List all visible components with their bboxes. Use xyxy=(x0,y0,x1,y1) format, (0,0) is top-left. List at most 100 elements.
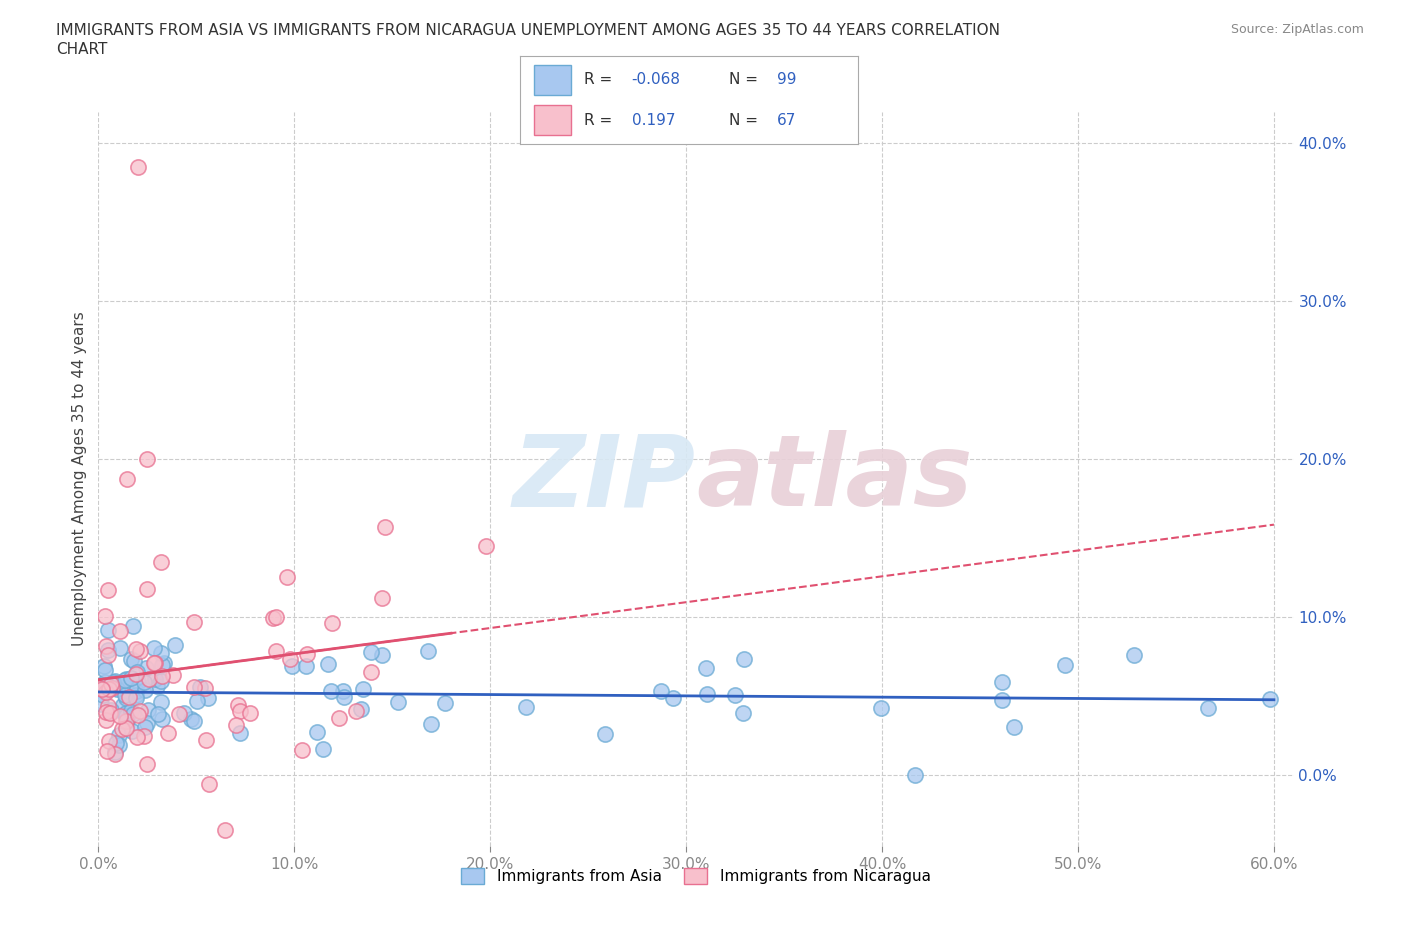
Point xyxy=(98,706,121,721)
Point xyxy=(115,721,138,736)
Point xyxy=(904,768,927,783)
Point xyxy=(96,638,118,653)
Point xyxy=(350,701,373,716)
Point xyxy=(118,689,141,704)
Point xyxy=(162,668,184,683)
Point xyxy=(870,701,893,716)
Text: Source: ZipAtlas.com: Source: ZipAtlas.com xyxy=(1230,23,1364,36)
Point xyxy=(515,700,537,715)
Point xyxy=(114,709,136,724)
Point xyxy=(124,687,146,702)
Point xyxy=(90,697,112,711)
Point xyxy=(108,737,131,752)
Point xyxy=(111,679,134,694)
Point xyxy=(124,654,146,669)
Point xyxy=(1053,658,1076,672)
Point xyxy=(115,472,138,486)
Point xyxy=(312,742,335,757)
Point xyxy=(115,706,138,721)
Point xyxy=(991,693,1014,708)
Point xyxy=(733,652,755,667)
Point xyxy=(157,725,180,740)
Point xyxy=(125,730,148,745)
Point xyxy=(149,673,172,688)
Point xyxy=(321,616,343,631)
Point xyxy=(190,680,212,695)
Point xyxy=(991,674,1014,689)
Point xyxy=(214,823,236,838)
Point xyxy=(134,683,156,698)
Point xyxy=(143,641,166,656)
Point xyxy=(228,704,250,719)
Point xyxy=(194,681,217,696)
Point xyxy=(264,644,287,658)
Point xyxy=(100,704,122,719)
Point xyxy=(127,159,149,174)
Point xyxy=(197,690,219,705)
Point xyxy=(143,671,166,686)
Point xyxy=(125,665,148,680)
Point xyxy=(229,725,252,740)
Point xyxy=(374,519,396,534)
Point xyxy=(143,656,166,671)
Point xyxy=(104,674,127,689)
Point xyxy=(94,705,117,720)
Point xyxy=(1123,647,1146,662)
Point xyxy=(87,681,110,696)
Point xyxy=(226,698,249,712)
Point xyxy=(305,724,328,739)
Point xyxy=(183,680,205,695)
Text: ZIP: ZIP xyxy=(513,431,696,527)
Point xyxy=(593,727,616,742)
Point xyxy=(135,581,157,596)
Point xyxy=(135,660,157,675)
Point xyxy=(183,615,205,630)
Text: R =: R = xyxy=(585,73,613,87)
Point xyxy=(434,696,457,711)
Point xyxy=(169,707,191,722)
Point xyxy=(387,695,409,710)
Point xyxy=(97,643,120,658)
Text: IMMIGRANTS FROM ASIA VS IMMIGRANTS FROM NICARAGUA UNEMPLOYMENT AMONG AGES 35 TO : IMMIGRANTS FROM ASIA VS IMMIGRANTS FROM … xyxy=(56,23,1000,38)
Point xyxy=(100,703,122,718)
Point xyxy=(150,555,173,570)
Point xyxy=(108,727,131,742)
Point xyxy=(104,747,127,762)
Point xyxy=(136,452,159,467)
Point xyxy=(105,681,128,696)
Point xyxy=(115,690,138,705)
Point xyxy=(475,538,498,553)
Point xyxy=(101,681,124,696)
Point xyxy=(120,704,142,719)
Point xyxy=(262,610,284,625)
Bar xyxy=(534,105,571,136)
Point xyxy=(124,684,146,698)
Point xyxy=(418,644,440,658)
Point xyxy=(332,684,354,698)
Point xyxy=(198,777,221,791)
Point xyxy=(371,591,394,605)
Point xyxy=(281,658,304,673)
Text: CHART: CHART xyxy=(56,42,108,57)
Point xyxy=(93,662,115,677)
Point xyxy=(114,687,136,702)
Point xyxy=(419,716,441,731)
Point xyxy=(93,608,115,623)
Point xyxy=(97,648,120,663)
Point xyxy=(132,674,155,689)
Point xyxy=(108,709,131,724)
Point xyxy=(110,624,132,639)
Point xyxy=(695,661,717,676)
Point xyxy=(115,713,138,728)
Point xyxy=(135,757,157,772)
Point xyxy=(98,682,121,697)
Point xyxy=(121,618,143,633)
Point xyxy=(125,642,148,657)
Point xyxy=(120,651,142,666)
Point xyxy=(93,658,115,673)
Point xyxy=(148,707,170,722)
Text: 67: 67 xyxy=(776,113,796,127)
Point xyxy=(104,744,127,759)
Point xyxy=(128,704,150,719)
Point xyxy=(360,665,382,680)
